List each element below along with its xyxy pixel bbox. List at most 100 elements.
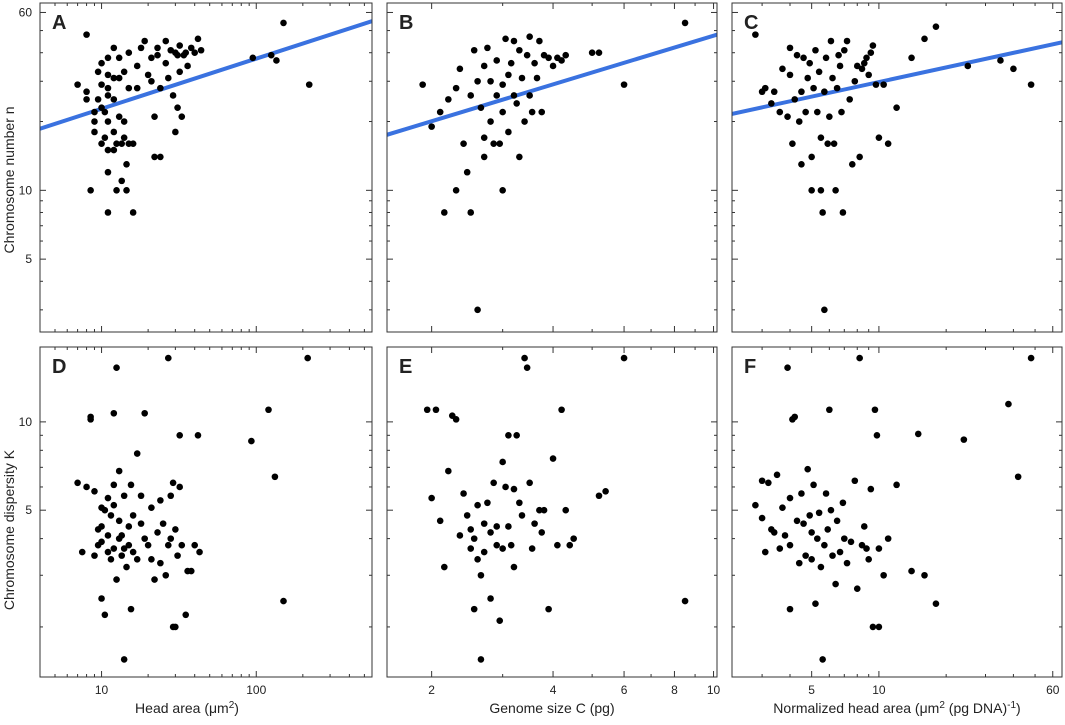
panel-A-point [98, 140, 105, 147]
panel-A-point [110, 128, 118, 136]
panel-C-point [932, 23, 940, 30]
panel-A-ytick-label: 5 [25, 252, 32, 266]
panel-D-point [248, 437, 255, 445]
panel-D-point [107, 556, 115, 563]
panel-A-point [129, 209, 137, 216]
panel-B-point [499, 81, 506, 88]
panel-D-point [164, 541, 172, 549]
panel-F-point [784, 364, 791, 372]
panel-C-point [779, 65, 786, 73]
panel-B-point [549, 62, 557, 70]
panel-C: C [731, 2, 1063, 333]
panel-C-point [786, 71, 794, 79]
panel-E-point [499, 458, 506, 466]
panel-C-point [802, 108, 809, 116]
panel-A-point [120, 118, 128, 125]
panel-E-point [493, 541, 501, 549]
panel-C-point [867, 49, 875, 57]
col-1-xlabel: Genome size C (pg) [489, 700, 614, 716]
panel-F-point [822, 490, 830, 497]
panel-F: 5 10 60 F [731, 346, 1063, 697]
panel-D-point [141, 535, 148, 542]
panel-C-point [832, 187, 839, 194]
panel-D-point [265, 406, 272, 414]
panel-E-point [507, 541, 515, 549]
panel-D-point [104, 494, 112, 502]
panel-B-point [595, 49, 603, 57]
panel-E-point [474, 501, 481, 509]
panel-A-point [104, 209, 112, 216]
panel-F-point [808, 556, 815, 563]
panel-D-xtick-label: 10 [95, 683, 109, 697]
panel-A-point [115, 74, 123, 82]
panel-D-point [98, 538, 105, 546]
panel-F-point [869, 623, 877, 631]
panel-F-point [836, 548, 844, 556]
panel-C-point [853, 62, 861, 70]
panel-D: 10 100 5 10 D [19, 346, 373, 697]
panel-C-point [798, 160, 805, 168]
panel-F-point [752, 501, 759, 509]
panel-E-xtick-label: 6 [621, 683, 628, 697]
panel-B-point [499, 187, 506, 194]
panel-C-point [841, 46, 848, 54]
panel-F-point [833, 517, 841, 525]
panel-E-point [480, 548, 488, 556]
panel-F-point [875, 623, 883, 631]
panel-D-point [178, 541, 186, 549]
panel-C-frame [731, 2, 1063, 333]
panel-D-point [120, 656, 128, 663]
panel-B-point [620, 81, 628, 88]
panel-F-point [770, 529, 778, 536]
panel-E-point [477, 571, 485, 579]
panel-A-point [104, 92, 112, 99]
panel-A-point [101, 108, 109, 116]
panel-A-point [110, 146, 118, 154]
panel-B-point [533, 74, 541, 82]
panel-A-point [267, 51, 275, 59]
panel-E-xtick-label: 2 [428, 683, 435, 697]
panel-A-point [162, 37, 170, 45]
panel-E-point [681, 597, 689, 605]
panel-C-fit-line [732, 40, 1062, 116]
panel-D-point [83, 483, 90, 491]
panel-A-point [104, 71, 112, 79]
panel-E-point [554, 541, 561, 549]
panel-D-point [280, 597, 287, 605]
panel-E-point [496, 617, 504, 625]
panel-A-point [125, 49, 133, 57]
panel-D-point [157, 497, 164, 504]
panel-F-xtick-label: 60 [1046, 683, 1060, 697]
panel-D-point [125, 523, 133, 530]
panel-D-point [129, 512, 137, 519]
panel-F-points [752, 354, 1035, 663]
panel-B-point [484, 44, 491, 52]
panel-A-point [148, 77, 155, 85]
panel-A-point [118, 140, 126, 147]
panel-F-point [815, 509, 823, 517]
panel-C-point [817, 134, 825, 141]
panel-B-point [445, 96, 452, 103]
panel-D-point [172, 623, 179, 631]
col-0-xlabel: Head area (μm2) [135, 700, 239, 717]
panel-D-point [144, 541, 152, 549]
panel-A-point [91, 108, 98, 116]
panel-E-point [526, 479, 533, 487]
panel-C-point [768, 100, 775, 107]
panel-F-point [808, 529, 815, 536]
panel-D-point [125, 541, 133, 549]
panel-E-point [428, 494, 435, 502]
panel-B-point [477, 104, 485, 111]
panel-D-point [127, 481, 135, 489]
panel-F-point [804, 465, 811, 473]
panel-A-point [83, 31, 90, 38]
panel-F-point [853, 585, 861, 592]
panel-B-point [526, 92, 533, 99]
panel-F-point [798, 490, 805, 497]
panel-C-point [856, 153, 863, 161]
panel-A-point [137, 44, 145, 52]
panel-E-frame [386, 346, 718, 678]
panel-A-point [305, 81, 313, 88]
panel-A-point [104, 118, 112, 125]
panel-E-point [432, 406, 440, 414]
